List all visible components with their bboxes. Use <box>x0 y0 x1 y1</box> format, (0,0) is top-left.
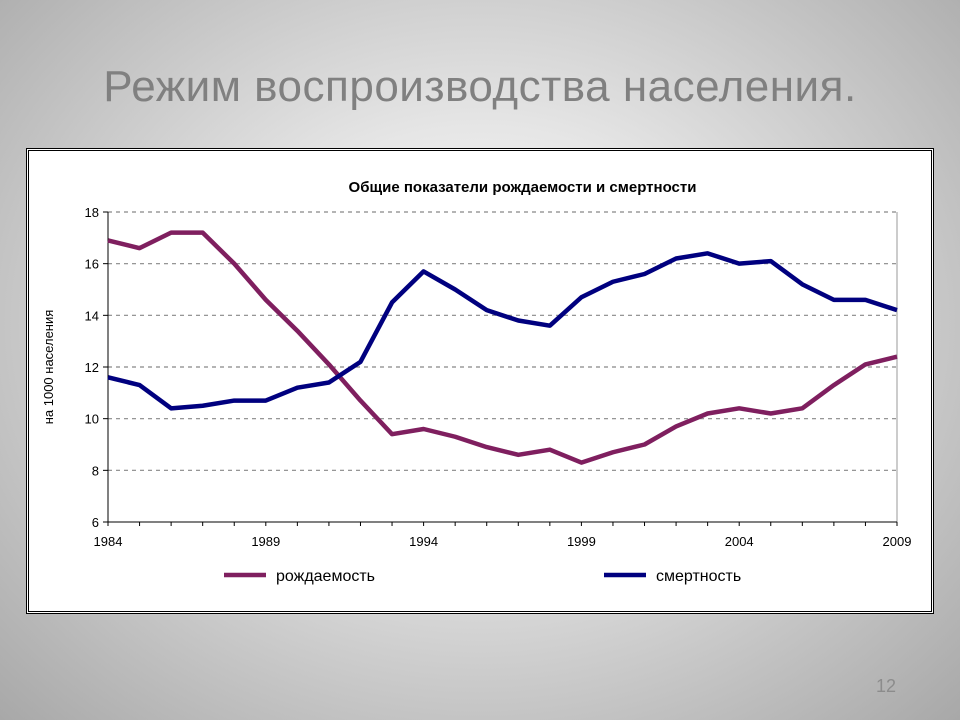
line-chart: Общие показатели рождаемости и смертност… <box>41 179 912 585</box>
x-tick-label: 1999 <box>567 534 596 549</box>
page-number: 12 <box>876 676 897 696</box>
y-tick-label: 8 <box>92 463 99 478</box>
y-tick-label: 16 <box>85 257 99 272</box>
x-tick-label: 1989 <box>251 534 280 549</box>
x-tick-label: 1984 <box>94 534 123 549</box>
x-tick-label: 2004 <box>725 534 754 549</box>
legend-label: рождаемость <box>276 568 375 585</box>
y-tick-label: 12 <box>85 360 99 375</box>
y-tick-label: 10 <box>85 412 99 427</box>
y-tick-label: 14 <box>85 308 99 323</box>
series-line-births <box>107 230 898 465</box>
series-line-deaths <box>107 251 898 411</box>
chart-title: Общие показатели рождаемости и смертност… <box>349 179 697 196</box>
y-axis-label: на 1000 населения <box>41 310 56 425</box>
legend-label: смертность <box>656 568 741 585</box>
x-tick-label: 2009 <box>883 534 912 549</box>
x-tick-label: 1994 <box>409 534 438 549</box>
y-tick-label: 18 <box>85 205 99 220</box>
chart-container: Общие показатели рождаемости и смертност… <box>26 148 934 614</box>
y-tick-label: 6 <box>92 515 99 530</box>
slide-title: Режим воспроизводства населения. <box>103 62 857 111</box>
